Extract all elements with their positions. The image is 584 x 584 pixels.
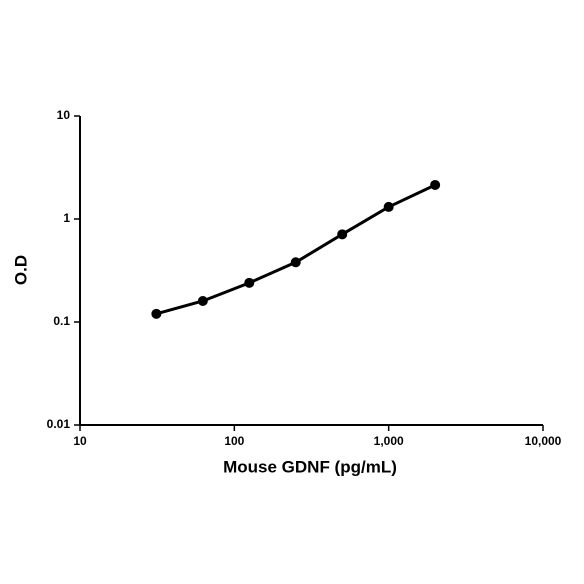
x-axis-title: Mouse GDNF (pg/mL) — [223, 457, 397, 476]
data-point — [290, 257, 301, 268]
data-point — [337, 229, 348, 240]
x-tick-label: 100 — [224, 434, 244, 448]
y-tick-label: 0.1 — [53, 314, 70, 328]
series-line — [155, 183, 436, 316]
data-point — [430, 179, 441, 190]
x-tick-label: 10,000 — [525, 434, 562, 448]
y-axis-title: O.D — [11, 255, 30, 285]
y-tick-label: 10 — [57, 108, 71, 122]
x-tick-label: 1,000 — [374, 434, 404, 448]
data-point — [383, 201, 394, 212]
data-point — [197, 295, 208, 306]
data-point — [151, 308, 162, 319]
y-tick-label: 1 — [63, 211, 70, 225]
x-tick-label: 10 — [73, 434, 87, 448]
y-tick-label: 0.01 — [47, 417, 71, 431]
data-point — [244, 277, 255, 288]
